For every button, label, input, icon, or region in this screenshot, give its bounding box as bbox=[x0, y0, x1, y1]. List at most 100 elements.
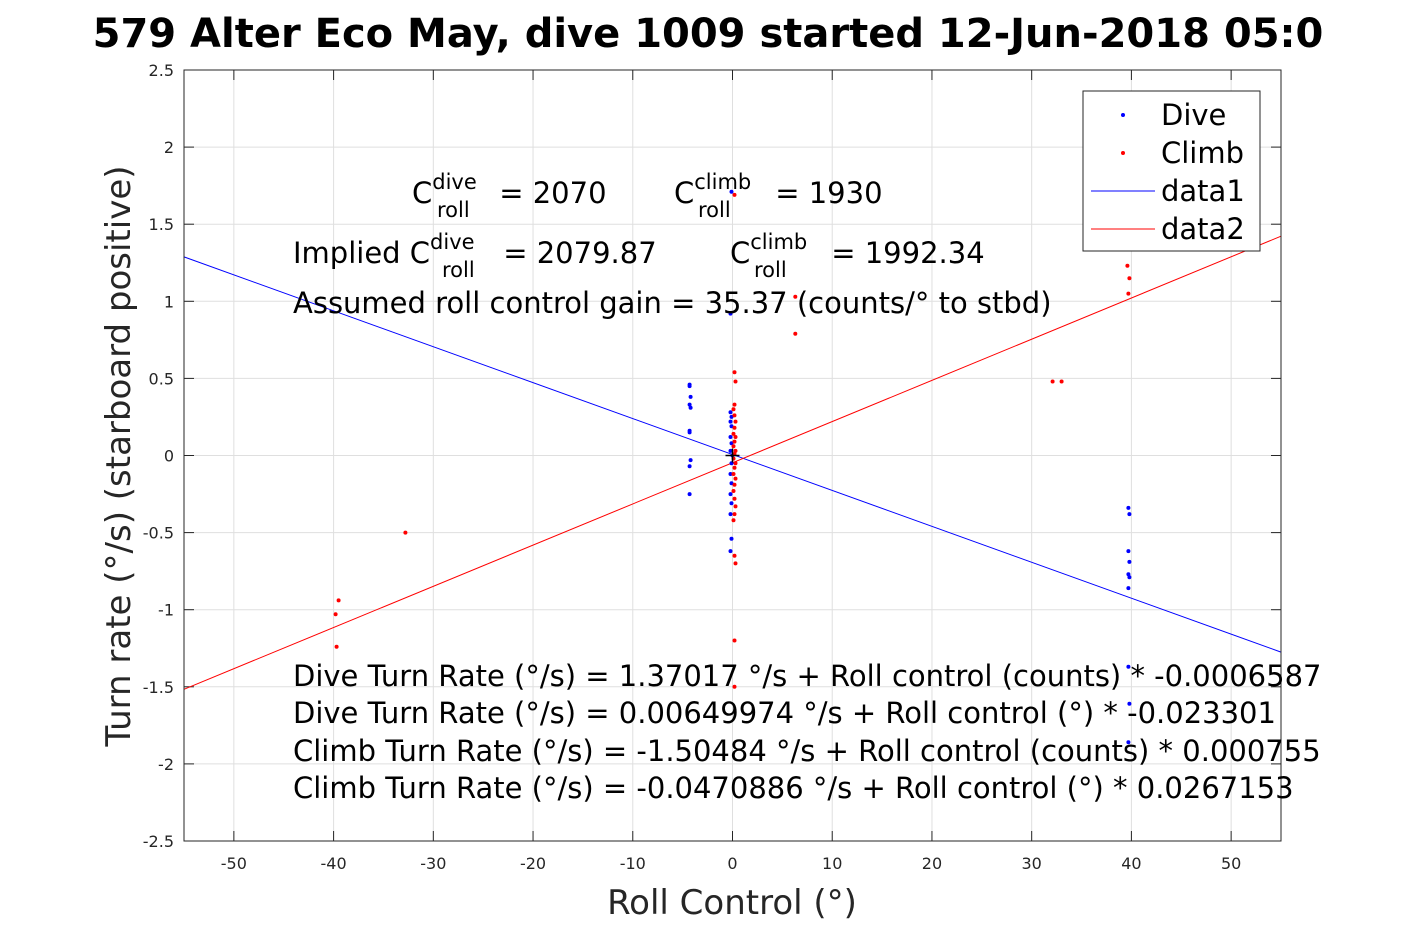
dive-point bbox=[728, 512, 733, 517]
dive-point bbox=[688, 405, 693, 410]
x-tick-label: -10 bbox=[620, 854, 646, 873]
x-axis-label: Roll Control (°) bbox=[607, 883, 857, 923]
dive-point bbox=[687, 464, 692, 469]
legend-data2-label: data2 bbox=[1161, 212, 1245, 246]
dive-point bbox=[729, 189, 734, 194]
x-tick-labels: -50 -40 -30 -20 -10 0 10 20 30 40 50 bbox=[221, 854, 1242, 873]
climb-point bbox=[333, 612, 338, 617]
dive-point bbox=[729, 536, 734, 541]
climb-point bbox=[1059, 379, 1064, 384]
x-tick-label: 40 bbox=[1121, 854, 1141, 873]
climb-point bbox=[732, 482, 737, 487]
dive-point bbox=[728, 549, 733, 554]
dive-point bbox=[688, 394, 693, 399]
climb-point bbox=[732, 192, 737, 197]
climb-point bbox=[732, 465, 737, 470]
dive-point bbox=[728, 410, 733, 415]
climb-point bbox=[336, 598, 341, 603]
dive-point bbox=[687, 492, 692, 497]
x-tick-label: -50 bbox=[221, 854, 247, 873]
x-tick-label: 0 bbox=[727, 854, 737, 873]
dive-point bbox=[729, 441, 734, 446]
climb-point bbox=[1125, 263, 1130, 268]
climb-point bbox=[732, 512, 737, 517]
climb-point bbox=[733, 461, 738, 466]
climb-point bbox=[732, 413, 737, 418]
annotation-eq-climb-counts: Climb Turn Rate (°/s) = -1.50484 °/s + R… bbox=[293, 734, 1321, 768]
climb-point bbox=[793, 294, 798, 299]
chart-title: 579 Alter Eco May, dive 1009 started 12-… bbox=[93, 11, 1324, 57]
climb-point bbox=[1127, 276, 1132, 281]
y-tick-label: 1 bbox=[164, 292, 174, 311]
x-tick-label: 20 bbox=[922, 854, 942, 873]
climb-point bbox=[731, 489, 736, 493]
climb-point bbox=[732, 370, 737, 375]
y-tick-label: 1.5 bbox=[149, 215, 174, 234]
annotation-implied-climb: Cclimb roll = 1992.34 bbox=[730, 230, 985, 282]
dive-point bbox=[728, 492, 733, 497]
climb-point bbox=[732, 638, 737, 643]
climb-point bbox=[733, 379, 738, 384]
dive-point bbox=[728, 448, 733, 453]
dive-point bbox=[729, 501, 734, 506]
dive-point bbox=[687, 430, 692, 435]
climb-point bbox=[1050, 379, 1055, 384]
annotation-eq-dive-degrees: Dive Turn Rate (°/s) = 0.00649974 °/s + … bbox=[293, 696, 1276, 730]
climb-point bbox=[733, 504, 738, 509]
legend-box bbox=[1082, 90, 1261, 252]
climb-point bbox=[403, 530, 408, 535]
annotation-implied-dive: Implied Cdive roll = 2079.87 bbox=[293, 230, 657, 282]
y-tick-label: 2 bbox=[164, 138, 174, 157]
y-tick-label: 0.5 bbox=[149, 369, 174, 388]
x-tick-label: 30 bbox=[1022, 854, 1042, 873]
x-tick-label: 10 bbox=[822, 854, 842, 873]
climb-point bbox=[733, 419, 738, 424]
climb-point bbox=[733, 561, 738, 566]
climb-point bbox=[733, 435, 738, 439]
dive-point bbox=[729, 424, 734, 429]
dive-point bbox=[1127, 575, 1132, 580]
y-tick-label: -1.5 bbox=[143, 678, 174, 697]
grid bbox=[184, 69, 1281, 842]
climb-point bbox=[793, 331, 798, 336]
climb-point bbox=[732, 402, 737, 407]
x-tick-label: -30 bbox=[420, 854, 446, 873]
annotation-eq-dive-counts: Dive Turn Rate (°/s) = 1.37017 °/s + Rol… bbox=[293, 659, 1321, 693]
dive-point bbox=[1127, 559, 1132, 564]
legend-dive-label: Dive bbox=[1161, 98, 1226, 132]
dive-point bbox=[1126, 740, 1131, 745]
dive-point bbox=[687, 384, 692, 389]
dive-point bbox=[1127, 701, 1132, 706]
legend-data1-label: data1 bbox=[1161, 174, 1245, 208]
y-tick-label: 2.5 bbox=[149, 61, 174, 80]
y-tick-label: -2.5 bbox=[143, 832, 174, 851]
climb-point bbox=[731, 407, 736, 412]
dive-point bbox=[729, 481, 734, 486]
climb-point bbox=[732, 553, 737, 558]
y-tick-label: 0 bbox=[164, 447, 174, 466]
climb-point bbox=[731, 472, 736, 476]
x-tick-label: -20 bbox=[520, 854, 546, 873]
legend-climb-marker bbox=[1121, 151, 1125, 155]
dive-point bbox=[728, 311, 733, 316]
legend-climb-label: Climb bbox=[1161, 136, 1244, 170]
dive-point bbox=[1126, 664, 1131, 669]
origin-crosshair bbox=[725, 448, 740, 463]
climb-point bbox=[731, 431, 736, 436]
climb-point bbox=[733, 448, 738, 453]
dive-point bbox=[728, 435, 733, 439]
climb-point bbox=[732, 684, 737, 689]
annotation-gain: Assumed roll control gain = 35.37 (count… bbox=[293, 286, 1052, 320]
climb-point bbox=[1126, 291, 1131, 296]
annotation-c-climb: Cclimb roll = 1930 bbox=[674, 170, 883, 222]
climb-point bbox=[731, 444, 736, 449]
dive-point bbox=[687, 402, 692, 407]
data-points bbox=[333, 189, 1132, 745]
x-tick-label: 50 bbox=[1221, 854, 1241, 873]
x-tick-label: -40 bbox=[321, 854, 347, 873]
climb-point bbox=[334, 644, 339, 649]
climb-point bbox=[732, 439, 737, 444]
dive-point bbox=[688, 458, 693, 463]
annotation-eq-climb-degrees: Climb Turn Rate (°/s) = -0.0470886 °/s +… bbox=[293, 771, 1294, 805]
